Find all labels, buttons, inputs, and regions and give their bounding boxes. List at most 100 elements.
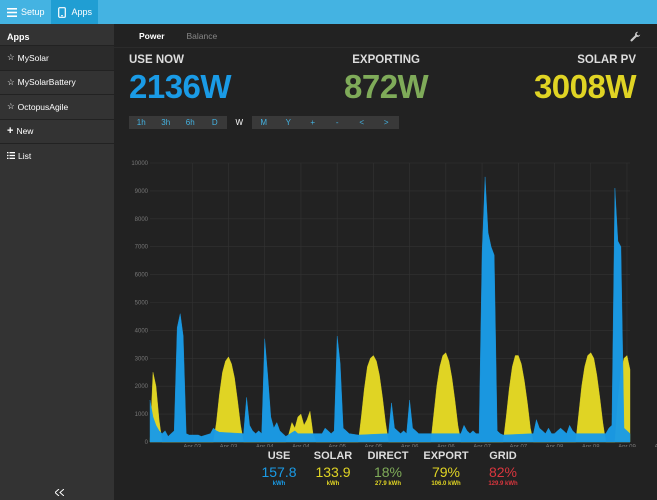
solar-series-area bbox=[149, 352, 631, 443]
view-tabs: Power Balance bbox=[128, 29, 227, 43]
top-navbar: Setup Apps bbox=[0, 0, 657, 24]
sidebar-item-list[interactable]: List bbox=[0, 143, 114, 168]
total-export-value: 79% bbox=[431, 464, 461, 480]
plus-icon: + bbox=[7, 125, 14, 138]
power-chart-svg[interactable]: 0 1000 2000 3000 4000 5000 6000 7000 8000 9000 100… bbox=[114, 132, 657, 447]
sidebar-item-label: MySolar bbox=[17, 52, 49, 63]
x-tick-label: Apr 08 bbox=[582, 445, 600, 448]
use-now-label: USE NOW bbox=[129, 54, 184, 66]
total-direct-label: DIRECT bbox=[367, 450, 409, 462]
solar-pv-label: SOLAR PV bbox=[577, 54, 636, 66]
total-use-value: 157.8 bbox=[261, 464, 297, 480]
total-grid-value: 82% bbox=[488, 464, 518, 480]
apps-label: Apps bbox=[71, 7, 93, 17]
total-direct-unit: 27.9 kWh bbox=[374, 481, 401, 487]
range-day-button[interactable]: D bbox=[202, 116, 227, 129]
sidebar-item-label: List bbox=[18, 150, 32, 161]
x-tick-label: Apr 07 bbox=[509, 445, 527, 448]
star-icon: ☆ bbox=[7, 52, 15, 63]
zoom-out-button[interactable]: - bbox=[325, 116, 350, 129]
total-export-label: EXPORT bbox=[423, 450, 469, 462]
x-tick-label: Apr 04 bbox=[256, 445, 274, 448]
x-tick-label: Apr 06 bbox=[437, 445, 455, 448]
setup-button[interactable]: Setup bbox=[0, 0, 51, 24]
zoom-in-button[interactable]: + bbox=[300, 116, 325, 129]
tab-divider bbox=[114, 47, 657, 48]
y-tick-label: 1000 bbox=[135, 412, 149, 418]
total-export-unit: 106.0 kWh bbox=[431, 481, 461, 487]
y-tick-label: 10000 bbox=[131, 161, 148, 167]
total-use-label: USE bbox=[267, 450, 291, 462]
wrench-icon[interactable] bbox=[630, 29, 641, 42]
total-export: EXPORT 79% 106.0 kWh bbox=[420, 450, 472, 487]
mobile-phone-icon bbox=[57, 6, 68, 18]
sidebar-item-label: New bbox=[16, 126, 34, 137]
total-solar-value: 133.9 bbox=[315, 464, 351, 480]
x-tick-label: Apr 09 bbox=[654, 445, 657, 448]
x-tick-label: Apr 05 bbox=[328, 445, 346, 448]
range-1h-button[interactable]: 1h bbox=[129, 116, 154, 129]
y-tick-label: 9000 bbox=[135, 189, 149, 195]
total-direct-value: 18% bbox=[373, 464, 403, 480]
solar-pv-stat: SOLAR PV 3008W bbox=[533, 54, 637, 106]
sidebar-title: Apps bbox=[7, 32, 30, 42]
setup-label: Setup bbox=[21, 7, 45, 17]
exporting-stat: EXPORTING 872W bbox=[344, 54, 429, 106]
list-icon bbox=[7, 151, 15, 161]
total-direct: DIRECT 18% 27.9 kWh bbox=[364, 450, 412, 487]
x-tick-label: Apr 09 bbox=[618, 445, 636, 448]
range-month-button[interactable]: M bbox=[251, 116, 276, 129]
sidebar-item-mysolarbattery[interactable]: ☆ MySolarBattery bbox=[0, 69, 114, 95]
star-icon: ☆ bbox=[7, 101, 15, 112]
sidebar-item-octopusagile[interactable]: ☆ OctopusAgile bbox=[0, 94, 114, 119]
x-tick-label: Apr 05 bbox=[365, 445, 383, 448]
use-now-stat: USE NOW 2136W bbox=[129, 54, 232, 106]
total-solar-unit: kWh bbox=[326, 481, 340, 487]
range-week-button[interactable]: W bbox=[227, 116, 252, 129]
range-year-button[interactable]: Y bbox=[276, 116, 301, 129]
x-tick-label: Apr 03 bbox=[183, 445, 201, 448]
total-use: USE 157.8 kWh bbox=[259, 450, 299, 487]
y-tick-label: 3000 bbox=[135, 356, 149, 362]
y-tick-label: 6000 bbox=[135, 273, 149, 279]
x-tick-label: Apr 04 bbox=[292, 445, 310, 448]
sidebar-item-mysolar[interactable]: ☆ MySolar bbox=[0, 45, 114, 70]
sidebar: Apps ☆ MySolar ☆ MySolarBattery ☆ Octopu… bbox=[0, 24, 114, 500]
range-3h-button[interactable]: 3h bbox=[153, 116, 178, 129]
exporting-label: EXPORTING bbox=[352, 54, 420, 66]
power-chart[interactable]: 0 1000 2000 3000 4000 5000 6000 7000 8000 9000 100… bbox=[114, 132, 657, 447]
tab-balance[interactable]: Balance bbox=[186, 31, 218, 41]
x-tick-label: Apr 07 bbox=[473, 445, 491, 448]
use-now-value: 2136W bbox=[129, 68, 232, 105]
total-use-unit: kWh bbox=[272, 481, 286, 487]
x-tick-label: Apr 03 bbox=[220, 445, 238, 448]
sidebar-item-label: MySolarBattery bbox=[17, 77, 76, 88]
total-grid: GRID 82% 129.9 kWh bbox=[478, 450, 528, 487]
apps-button[interactable]: Apps bbox=[50, 0, 99, 24]
exporting-value: 872W bbox=[344, 68, 429, 105]
tab-power[interactable]: Power bbox=[139, 31, 165, 41]
pan-right-button[interactable]: > bbox=[374, 116, 399, 129]
x-tick-label: Apr 08 bbox=[546, 445, 564, 448]
main-content: Power Balance USE NOW 2136W EXPORTING 87… bbox=[114, 24, 657, 500]
sidebar-item-new[interactable]: + New bbox=[0, 118, 114, 144]
y-tick-label: 0 bbox=[145, 440, 149, 446]
time-range-toolbar: 1h 3h 6h D W M Y + - < > bbox=[129, 116, 399, 129]
y-tick-label: 5000 bbox=[135, 301, 149, 307]
x-tick-label: Apr 06 bbox=[401, 445, 419, 448]
collapse-sidebar-icon[interactable] bbox=[54, 488, 65, 498]
y-tick-label: 8000 bbox=[135, 217, 149, 223]
y-tick-label: 4000 bbox=[135, 328, 149, 334]
total-grid-label: GRID bbox=[489, 450, 517, 462]
sidebar-item-label: OctopusAgile bbox=[17, 101, 69, 112]
star-icon: ☆ bbox=[7, 76, 15, 87]
pan-left-button[interactable]: < bbox=[349, 116, 374, 129]
menu-icon bbox=[6, 7, 17, 18]
y-tick-label: 7000 bbox=[135, 245, 149, 251]
total-solar-label: SOLAR bbox=[313, 450, 353, 462]
total-grid-unit: 129.9 kWh bbox=[488, 481, 518, 487]
range-6h-button[interactable]: 6h bbox=[178, 116, 203, 129]
solar-pv-value: 3008W bbox=[533, 68, 637, 105]
use-series-area bbox=[149, 176, 631, 443]
y-tick-label: 2000 bbox=[135, 384, 149, 390]
